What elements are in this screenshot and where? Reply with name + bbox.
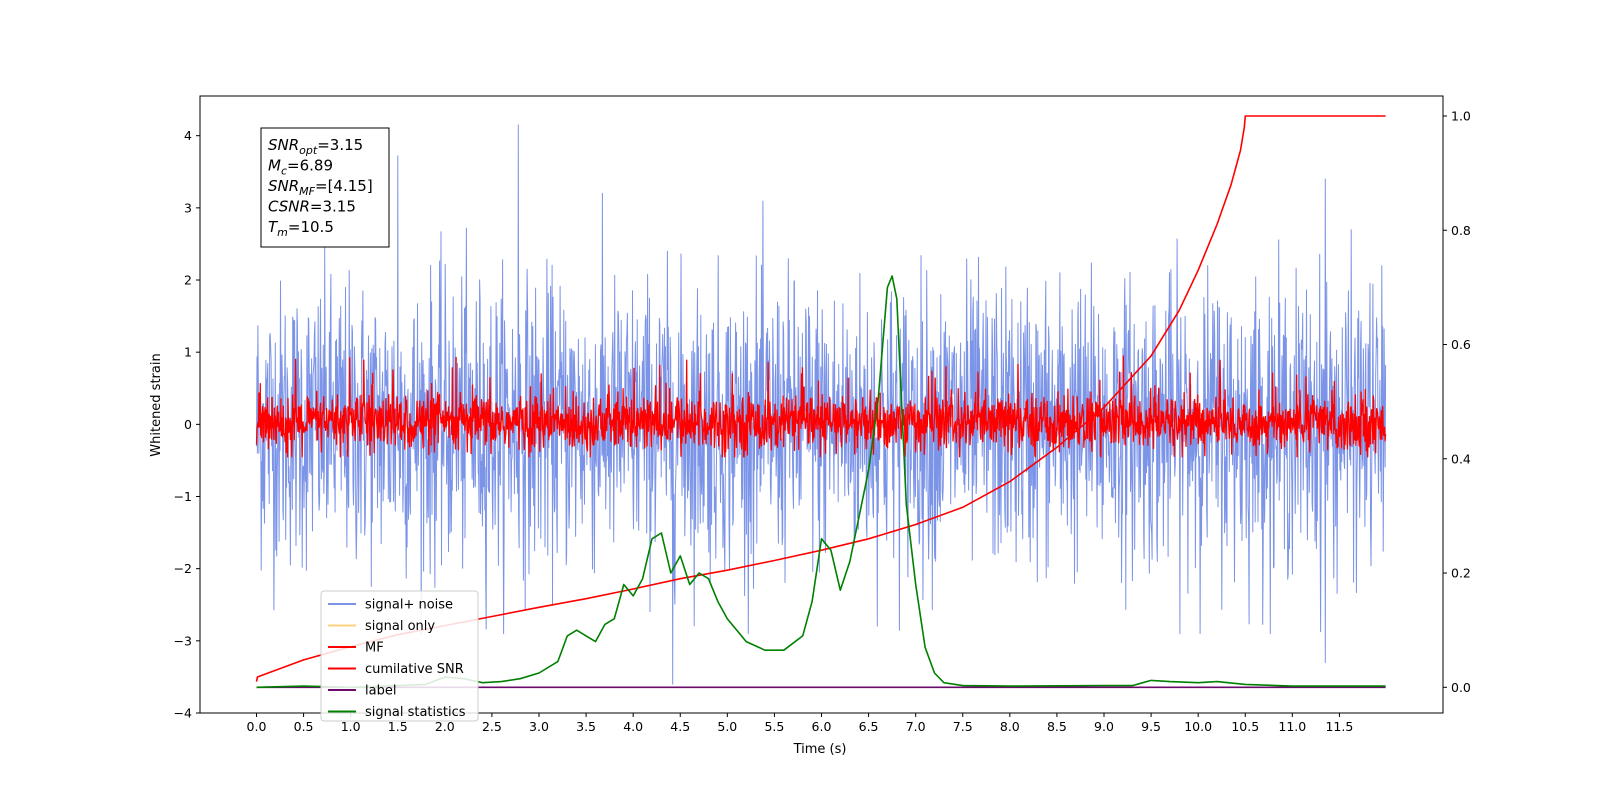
x-axis: 0.0 0.5 1.0 1.5 2.0 2.5 3.0 3.5 4.0 4.5 5.0 5.5 6.0 6… (247, 713, 1353, 734)
y-axis-label: Whitened strain (149, 353, 164, 456)
legend-entry-label: signal statistics (365, 705, 466, 720)
annotation-line: SNRopt=3.15 (268, 136, 363, 157)
x-axis-label: Time (s) (793, 742, 847, 757)
series-line-mf (255, 355, 1387, 458)
x-tick-label: 0.0 (247, 719, 267, 734)
annotation-line: SNRMF=[4.15] (268, 177, 373, 198)
x-tick-label: 4.0 (623, 719, 643, 734)
legend-entry-label: cumilative SNR (365, 662, 464, 677)
legend-frame (320, 590, 479, 722)
y-right-tick-label: 1.0 (1451, 108, 1471, 123)
annotation-line: Mc=6.89 (268, 157, 333, 178)
y-tick-label: −3 (174, 633, 192, 648)
x-tick-label: 7.0 (906, 719, 926, 734)
y-right-tick-label: 0.6 (1451, 337, 1471, 352)
legend-entry-label: signal+ noise (365, 598, 453, 613)
legend-entry-label: label (365, 684, 396, 699)
x-tick-label: 9.5 (1141, 719, 1161, 734)
x-tick-label: 1.5 (388, 719, 408, 734)
y-tick-label: 1 (184, 345, 192, 360)
y-tick-label: 4 (184, 128, 192, 143)
y-tick-label: −1 (174, 489, 192, 504)
x-tick-label: 3.0 (529, 719, 549, 734)
y-right-tick-label: 0.4 (1451, 451, 1471, 466)
x-tick-label: 0.5 (294, 719, 314, 734)
x-tick-label: 2.0 (435, 719, 455, 734)
legend-entry-label: MF (365, 641, 384, 656)
x-tick-label: 5.0 (717, 719, 737, 734)
y-axis-right: 0.0 0.2 0.4 0.6 0.8 1.0 (1443, 108, 1471, 695)
series-line-signal-statistics (256, 275, 1386, 689)
legend-entry-label: signal only (365, 619, 435, 634)
y-tick-label: −4 (174, 706, 192, 721)
x-tick-label: 11.5 (1325, 719, 1353, 734)
y-right-tick-label: 0.8 (1451, 223, 1471, 238)
x-tick-label: 4.5 (670, 719, 690, 734)
y-tick-label: −2 (174, 561, 192, 576)
x-tick-label: 10.5 (1231, 719, 1259, 734)
y-right-tick-label: 0.0 (1451, 680, 1471, 695)
legend: signal+ noise signal only MF cumilative SNR… (320, 590, 479, 722)
x-tick-label: 11.0 (1278, 719, 1306, 734)
x-tick-label: 8.5 (1047, 719, 1067, 734)
annotation-frame (260, 127, 390, 248)
x-tick-label: 2.5 (482, 719, 502, 734)
y-tick-label: 3 (184, 200, 192, 215)
x-tick-label: 10.0 (1184, 719, 1212, 734)
annotation-line: CSNR=3.15 (268, 198, 356, 216)
x-tick-label: 1.0 (341, 719, 361, 734)
x-tick-label: 6.5 (859, 719, 879, 734)
x-tick-label: 9.0 (1094, 719, 1114, 734)
annotation-line: Tm=10.5 (268, 218, 334, 239)
x-tick-label: 5.5 (764, 719, 784, 734)
x-tick-label: 8.0 (1000, 719, 1020, 734)
y-axis-left: −4 −3 −2 −1 0 1 2 3 4 (174, 128, 200, 721)
y-right-tick-label: 0.2 (1451, 566, 1471, 581)
x-tick-label: 6.0 (812, 719, 832, 734)
x-tick-label: 3.5 (576, 719, 596, 734)
y-tick-label: 2 (184, 273, 192, 288)
x-tick-label: 7.5 (953, 719, 973, 734)
y-tick-label: 0 (184, 417, 192, 432)
